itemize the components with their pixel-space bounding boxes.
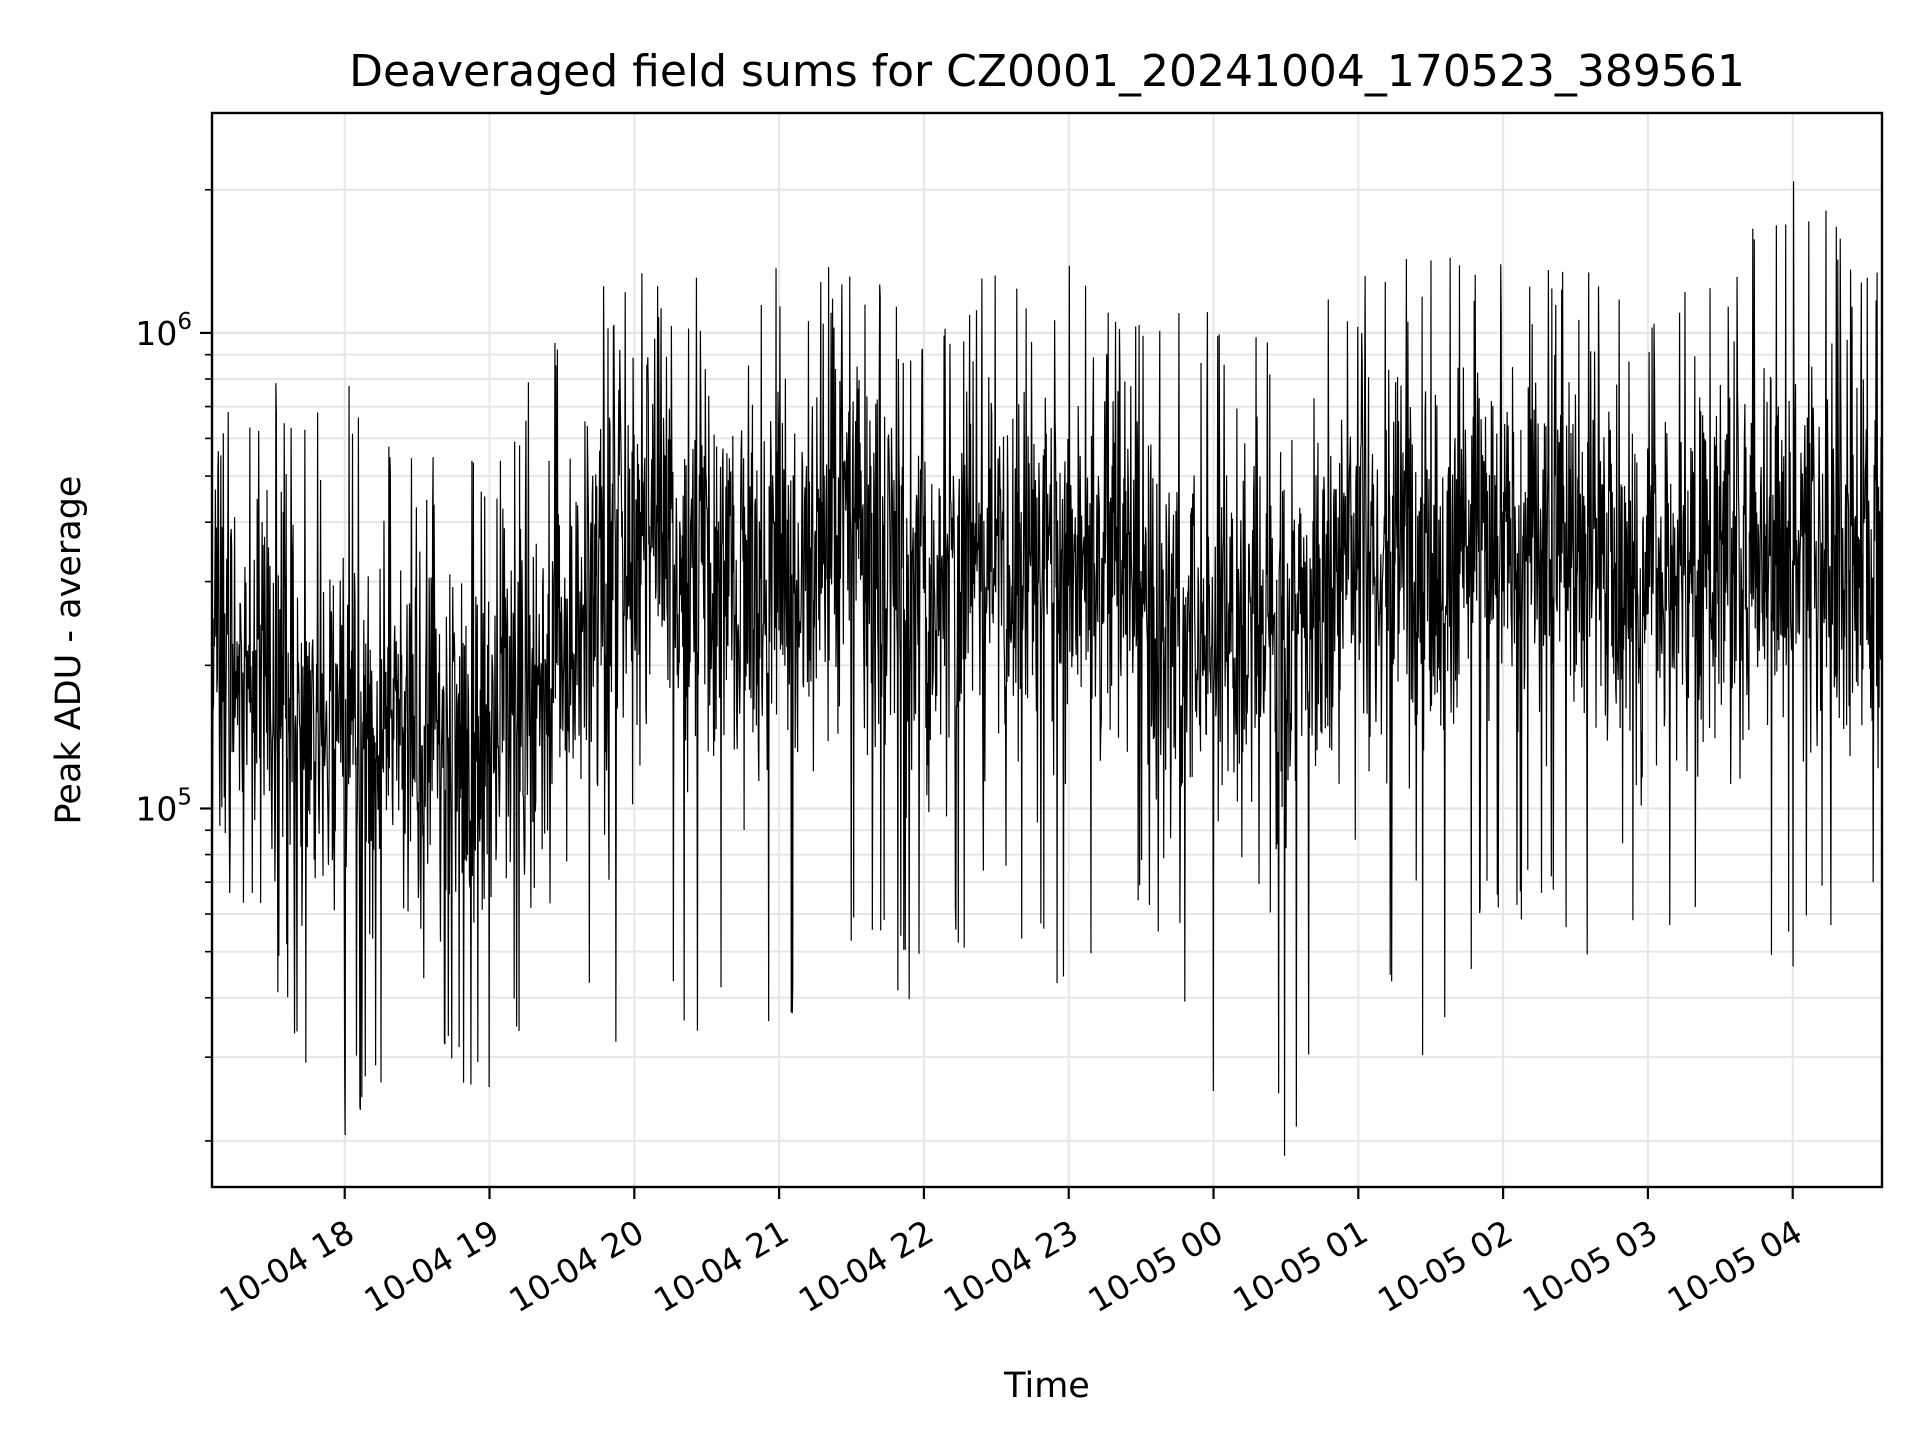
series-line	[212, 181, 1882, 1156]
chart-title: Deaveraged field sums for CZ0001_2024100…	[349, 46, 1745, 97]
x-axis-label: Time	[1003, 1366, 1090, 1406]
plot-frame	[210, 111, 1884, 1189]
y-tick-label: 105	[135, 784, 192, 828]
y-axis-label: Peak ADU - average	[49, 476, 89, 825]
y-axis: 105 106	[135, 188, 212, 1142]
y-tick-label: 106	[135, 309, 192, 353]
